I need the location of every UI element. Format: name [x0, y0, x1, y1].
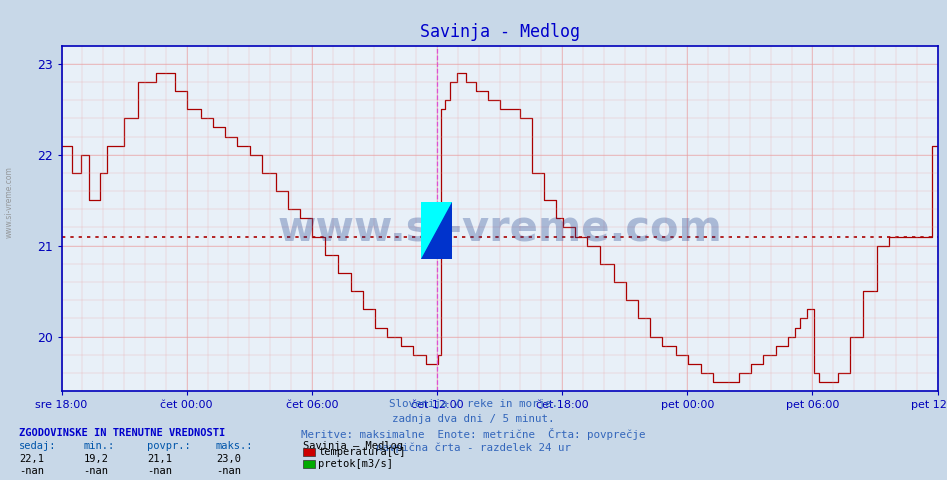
Text: 23,0: 23,0 — [216, 454, 241, 464]
Text: 22,1: 22,1 — [19, 454, 44, 464]
Text: temperatura[C]: temperatura[C] — [318, 447, 405, 456]
Text: -nan: -nan — [19, 466, 44, 476]
Text: www.si-vreme.com: www.si-vreme.com — [5, 166, 14, 238]
Text: navpična črta - razdelek 24 ur: navpična črta - razdelek 24 ur — [376, 443, 571, 453]
Text: zadnja dva dni / 5 minut.: zadnja dva dni / 5 minut. — [392, 414, 555, 424]
Text: povpr.:: povpr.: — [147, 441, 190, 451]
Text: www.si-vreme.com: www.si-vreme.com — [277, 208, 722, 250]
Text: -nan: -nan — [216, 466, 241, 476]
Text: pretok[m3/s]: pretok[m3/s] — [318, 459, 393, 469]
Text: 21,1: 21,1 — [147, 454, 171, 464]
Text: 19,2: 19,2 — [83, 454, 108, 464]
Title: Savinja - Medlog: Savinja - Medlog — [420, 23, 580, 41]
Text: sedaj:: sedaj: — [19, 441, 57, 451]
Text: -nan: -nan — [147, 466, 171, 476]
Text: ZGODOVINSKE IN TRENUTNE VREDNOSTI: ZGODOVINSKE IN TRENUTNE VREDNOSTI — [19, 428, 225, 438]
Text: Savinja – Medlog: Savinja – Medlog — [303, 441, 403, 451]
Text: -nan: -nan — [83, 466, 108, 476]
Text: Meritve: maksimalne  Enote: metrične  Črta: povprečje: Meritve: maksimalne Enote: metrične Črta… — [301, 428, 646, 440]
Polygon shape — [421, 202, 452, 259]
Text: min.:: min.: — [83, 441, 115, 451]
Text: maks.:: maks.: — [216, 441, 254, 451]
Polygon shape — [421, 202, 452, 259]
Text: Slovenija / reke in morje.: Slovenija / reke in morje. — [389, 399, 558, 409]
